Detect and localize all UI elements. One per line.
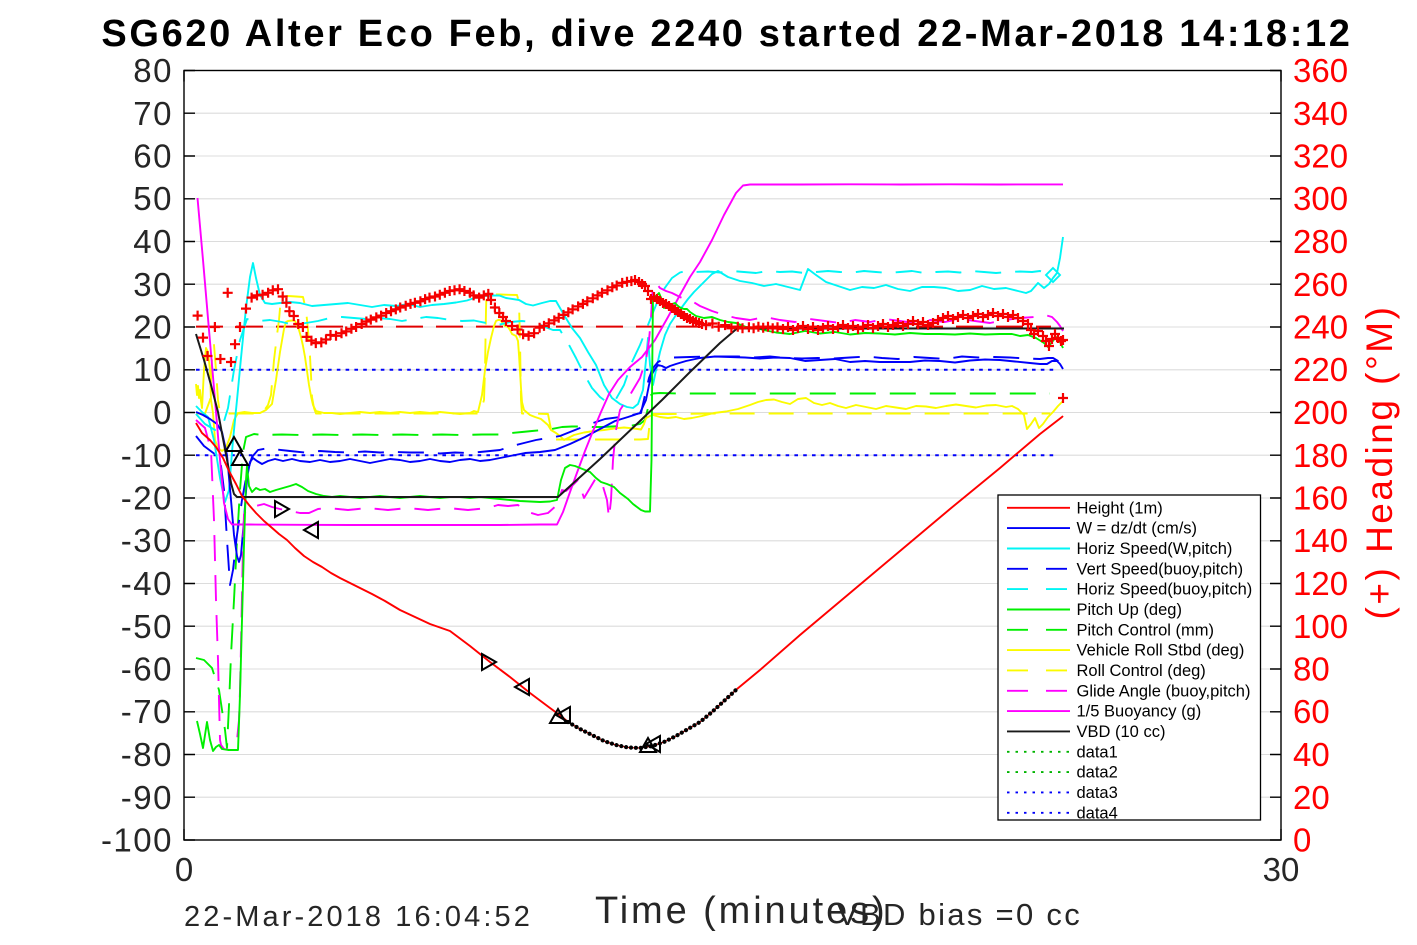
svg-text:320: 320 (1293, 138, 1348, 175)
svg-text:Vehicle Roll Stbd (deg): Vehicle Roll Stbd (deg) (1077, 642, 1245, 660)
svg-text:60: 60 (133, 138, 173, 175)
svg-text:40: 40 (1293, 736, 1330, 773)
svg-text:-40: -40 (121, 565, 173, 602)
svg-text:60: 60 (1293, 693, 1330, 730)
svg-text:1/5 Buoyancy (g): 1/5 Buoyancy (g) (1077, 703, 1202, 721)
svg-text:280: 280 (1293, 223, 1348, 260)
svg-text:-50: -50 (121, 608, 173, 645)
svg-text:Glide Angle (buoy,pitch): Glide Angle (buoy,pitch) (1077, 682, 1251, 700)
svg-text:340: 340 (1293, 95, 1348, 132)
svg-text:-90: -90 (121, 779, 173, 816)
svg-text:(+) Heading (°M): (+) Heading (°M) (1359, 305, 1400, 620)
svg-text:Pitch Control (mm): Pitch Control (mm) (1077, 621, 1215, 639)
svg-text:140: 140 (1293, 522, 1348, 559)
svg-text:-100: -100 (101, 822, 173, 859)
svg-text:20: 20 (133, 309, 173, 346)
svg-text:-10: -10 (121, 437, 173, 474)
svg-text:70: 70 (133, 95, 173, 132)
svg-text:0: 0 (1293, 822, 1311, 859)
svg-text:-60: -60 (121, 651, 173, 688)
svg-text:Roll Control (deg): Roll Control (deg) (1077, 662, 1206, 680)
svg-text:20: 20 (1293, 779, 1330, 816)
svg-text:180: 180 (1293, 437, 1348, 474)
svg-text:80: 80 (133, 52, 173, 89)
svg-text:260: 260 (1293, 266, 1348, 303)
svg-text:80: 80 (1293, 651, 1330, 688)
svg-text:120: 120 (1293, 565, 1348, 602)
svg-text:-70: -70 (121, 693, 173, 730)
svg-text:VBD (10 cc): VBD (10 cc) (1077, 723, 1166, 741)
svg-text:data4: data4 (1077, 804, 1118, 822)
svg-text:Time (minutes): Time (minutes) (595, 890, 888, 932)
svg-text:VBD bias =0 cc: VBD bias =0 cc (837, 897, 1082, 932)
svg-text:Horiz Speed(W,pitch): Horiz Speed(W,pitch) (1077, 540, 1233, 558)
svg-text:-80: -80 (121, 736, 173, 773)
svg-text:data1: data1 (1077, 743, 1118, 761)
svg-text:Vert Speed(buoy,pitch): Vert Speed(buoy,pitch) (1077, 560, 1244, 578)
svg-text:220: 220 (1293, 351, 1348, 388)
svg-text:W = dz/dt (cm/s): W = dz/dt (cm/s) (1077, 520, 1198, 538)
svg-text:data2: data2 (1077, 764, 1118, 782)
svg-text:360: 360 (1293, 52, 1348, 89)
svg-text:240: 240 (1293, 309, 1348, 346)
svg-text:30: 30 (133, 266, 173, 303)
svg-text:22-Mar-2018 16:04:52: 22-Mar-2018 16:04:52 (184, 901, 533, 933)
svg-text:0: 0 (175, 851, 193, 888)
svg-text:0: 0 (153, 394, 173, 431)
svg-text:200: 200 (1293, 394, 1348, 431)
svg-text:data3: data3 (1077, 784, 1118, 802)
svg-text:Pitch Up (deg): Pitch Up (deg) (1077, 601, 1182, 619)
svg-text:160: 160 (1293, 480, 1348, 517)
svg-text:Height (1m): Height (1m) (1077, 499, 1163, 517)
svg-text:40: 40 (133, 223, 173, 260)
svg-text:Horiz Speed(buoy,pitch): Horiz Speed(buoy,pitch) (1077, 581, 1253, 599)
svg-text:SG620 Alter Eco Feb, dive 2240: SG620 Alter Eco Feb, dive 2240 started 2… (101, 13, 1352, 55)
svg-text:-20: -20 (121, 480, 173, 517)
svg-text:50: 50 (133, 180, 173, 217)
svg-text:-30: -30 (121, 522, 173, 559)
svg-text:10: 10 (133, 351, 173, 388)
svg-text:30: 30 (1263, 851, 1300, 888)
svg-text:300: 300 (1293, 180, 1348, 217)
svg-text:100: 100 (1293, 608, 1348, 645)
